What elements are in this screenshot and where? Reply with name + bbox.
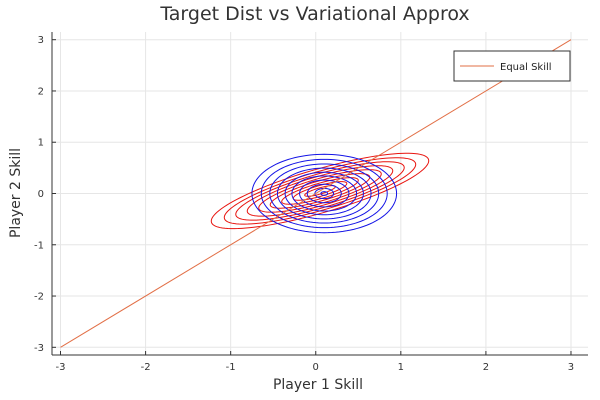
contour-plot bbox=[210, 152, 430, 234]
variational-contour bbox=[260, 158, 388, 229]
series-line-equal-skill bbox=[60, 39, 572, 348]
series-lines bbox=[60, 39, 572, 348]
x-tick-label: -1 bbox=[226, 362, 236, 373]
tick-labels: -3 -2 -1 0 1 2 3 -3 -2 -1 0 1 2 3 bbox=[34, 35, 574, 373]
x-tick-label: 0 bbox=[313, 362, 319, 373]
y-tick-label: -1 bbox=[34, 240, 44, 251]
y-tick-label: 2 bbox=[38, 86, 44, 97]
variational-contour bbox=[251, 153, 398, 234]
target-contour bbox=[304, 185, 336, 197]
target-contour bbox=[235, 161, 405, 221]
target-contour bbox=[223, 157, 417, 225]
y-tick-label: -3 bbox=[34, 343, 44, 354]
variational-contour bbox=[306, 183, 342, 204]
x-tick-label: -3 bbox=[56, 362, 66, 373]
target-contour bbox=[281, 177, 359, 205]
axes bbox=[51, 32, 588, 356]
chart-title: Target Dist vs Variational Approx bbox=[159, 3, 469, 25]
x-tick-label: 2 bbox=[483, 362, 489, 373]
y-tick-label: 3 bbox=[38, 35, 44, 46]
x-tick-label: 1 bbox=[398, 362, 404, 373]
y-tick-label: 0 bbox=[38, 189, 44, 200]
y-tick-label: -2 bbox=[34, 292, 44, 303]
legend: Equal Skill bbox=[453, 50, 571, 82]
variational-contour bbox=[284, 171, 364, 216]
grid bbox=[52, 32, 588, 355]
x-tick-label: -2 bbox=[141, 362, 151, 373]
x-axis-label: Player 1 Skill bbox=[273, 377, 363, 393]
target-contour bbox=[269, 173, 371, 209]
legend-label-equal-skill: Equal Skill bbox=[500, 62, 552, 73]
y-tick-label: 1 bbox=[38, 138, 44, 149]
x-tick-label: 3 bbox=[568, 362, 574, 373]
target-contour bbox=[258, 169, 382, 213]
variational-contour bbox=[269, 163, 380, 224]
variational-contour bbox=[320, 191, 329, 196]
variational-contour bbox=[276, 167, 372, 220]
variational-contour bbox=[299, 179, 350, 208]
target-contour bbox=[246, 165, 394, 217]
y-axis-label: Player 2 Skill bbox=[8, 148, 24, 238]
